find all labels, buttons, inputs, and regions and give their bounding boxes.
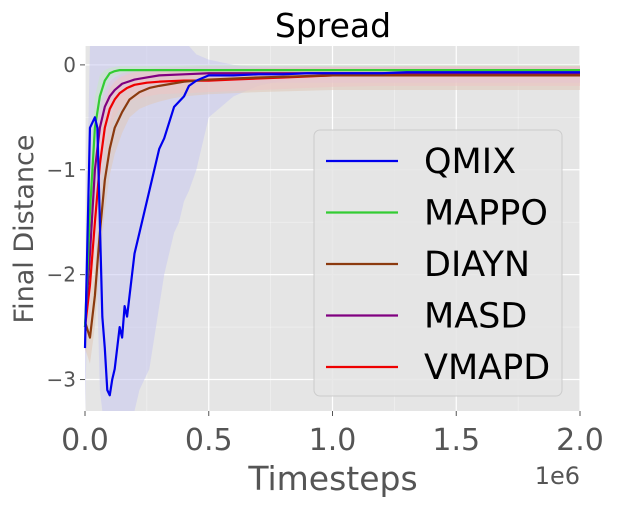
legend: QMIX MAPPO DIAYN MASD VMAPD (313, 129, 563, 397)
x-tick-label: 0.5 (185, 423, 233, 458)
legend-box (313, 129, 563, 397)
y-tick-label: −2 (47, 263, 76, 287)
x-axis-ticks: 0.0 0.5 1.0 1.5 2.0 (61, 411, 604, 458)
legend-label-diayn: DIAYN (424, 245, 530, 285)
series-lines (83, 69, 581, 397)
y-axis-ticks: 0 −1 −2 −3 (47, 53, 85, 392)
series-line-mappo (83, 69, 580, 328)
x-axis-offset: 1e6 (535, 462, 580, 490)
chart-title: Spread (275, 6, 391, 45)
legend-label-qmix: QMIX (424, 142, 516, 182)
legend-label-vmapd: VMAPD (424, 348, 550, 388)
legend-label-masd: MASD (424, 297, 527, 337)
series-line-qmix (83, 71, 580, 397)
x-tick-label: 1.5 (432, 423, 480, 458)
y-tick-label: −3 (47, 368, 76, 392)
x-tick-label: 0.0 (61, 423, 109, 458)
x-axis-label: Timesteps (247, 459, 417, 498)
y-tick-label: 0 (63, 53, 76, 77)
x-tick-label: 2.0 (556, 423, 604, 458)
y-tick-label: −1 (47, 158, 76, 182)
x-tick-label: 1.0 (309, 423, 357, 458)
y-axis-label: Final Distance (9, 135, 40, 324)
legend-label-mappo: MAPPO (424, 194, 548, 234)
